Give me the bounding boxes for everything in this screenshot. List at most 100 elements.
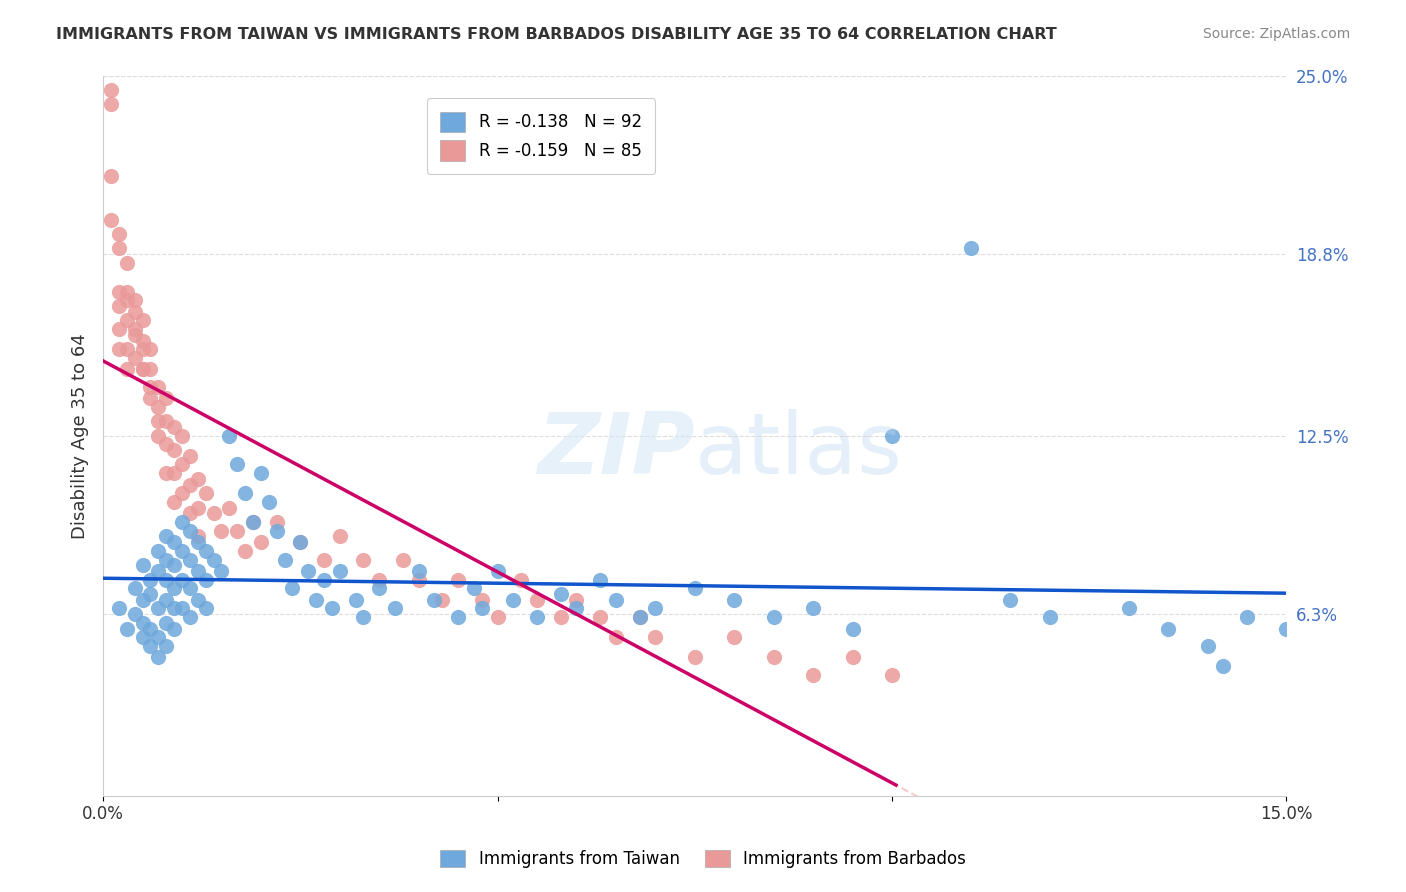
Point [266,515,288,529]
Point [163,582,186,596]
Point [211,564,233,578]
Point [108,227,131,241]
Point [526,610,548,624]
Point [131,342,153,356]
Point [368,582,391,596]
Point [131,615,153,630]
Point [139,362,162,376]
Point [408,573,430,587]
Point [179,524,201,538]
Point [187,500,209,515]
Point [368,573,391,587]
Point [155,391,177,405]
Point [155,615,177,630]
Text: Source: ZipAtlas.com: Source: ZipAtlas.com [1202,27,1350,41]
Point [312,573,335,587]
Point [550,610,572,624]
Point [1236,610,1258,624]
Point [170,515,193,529]
Point [170,458,193,472]
Point [131,630,153,644]
Point [108,342,131,356]
Point [179,582,201,596]
Point [179,507,201,521]
Point [139,379,162,393]
Point [550,587,572,601]
Point [100,169,122,184]
Point [115,313,138,327]
Point [290,535,312,549]
Point [344,592,367,607]
Point [644,630,666,644]
Point [841,622,863,636]
Point [100,212,122,227]
Point [644,601,666,615]
Point [762,650,785,665]
Point [628,610,651,624]
Point [218,500,240,515]
Point [194,573,217,587]
Point [139,639,162,653]
Point [148,630,170,644]
Point [163,622,186,636]
Point [100,97,122,112]
Point [432,592,454,607]
Point [1157,622,1180,636]
Point [628,610,651,624]
Point [170,544,193,558]
Point [179,552,201,566]
Legend: Immigrants from Taiwan, Immigrants from Barbados: Immigrants from Taiwan, Immigrants from … [433,843,973,875]
Point [683,582,706,596]
Point [131,362,153,376]
Point [124,607,146,622]
Point [163,443,186,458]
Point [281,582,304,596]
Point [502,592,524,607]
Point [163,535,186,549]
Point [187,529,209,543]
Point [155,573,177,587]
Point [589,573,612,587]
Point [155,639,177,653]
Point [384,601,406,615]
Point [148,564,170,578]
Point [202,507,225,521]
Point [801,601,824,615]
Point [1000,592,1022,607]
Point [163,466,186,480]
Point [124,582,146,596]
Point [589,610,612,624]
Point [242,515,264,529]
Point [163,601,186,615]
Point [131,313,153,327]
Point [194,486,217,500]
Point [329,529,352,543]
Point [115,342,138,356]
Point [762,610,785,624]
Point [108,299,131,313]
Point [242,515,264,529]
Point [329,564,352,578]
Point [605,592,627,607]
Point [723,592,745,607]
Point [124,322,146,336]
Point [170,573,193,587]
Point [1039,610,1062,624]
Point [187,564,209,578]
Point [163,495,186,509]
Point [148,544,170,558]
Point [194,601,217,615]
Point [801,667,824,681]
Point [312,552,335,566]
Point [170,601,193,615]
Point [723,630,745,644]
Legend: R = -0.138   N = 92, R = -0.159   N = 85: R = -0.138 N = 92, R = -0.159 N = 85 [427,98,655,174]
Point [1275,622,1298,636]
Point [115,362,138,376]
Point [115,293,138,308]
Text: ZIP: ZIP [537,409,695,491]
Point [179,449,201,463]
Point [202,552,225,566]
Point [273,552,295,566]
Point [353,610,375,624]
